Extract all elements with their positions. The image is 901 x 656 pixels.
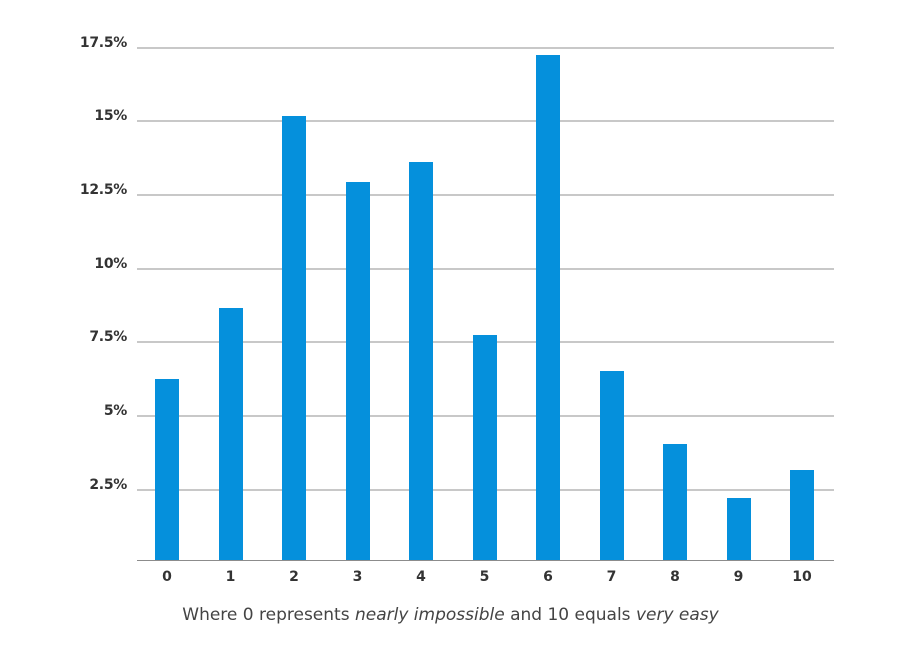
bar-0 [155,379,179,560]
y-tick-label: 7.5% [89,329,127,346]
x-tick-label: 3 [352,569,363,585]
x-tick-label: 7 [606,569,617,585]
bar-1 [218,308,243,560]
x-tick-label: 4 [416,569,426,585]
y-tick-label: 17.5% [79,34,127,51]
x-tick-label: 8 [670,569,680,585]
bar-9 [726,498,751,560]
x-tick-label: 5 [479,569,490,585]
bar-4 [409,162,433,560]
bar-2 [282,116,306,560]
y-tick-label: 2.5% [89,476,127,493]
y-tick-label: 10% [94,255,127,272]
caption-text-2: and 10 equals [504,605,636,625]
y-tick-label: 12.5% [79,182,127,199]
bar-10 [790,470,814,560]
gridline [137,120,834,122]
gridline [137,194,834,196]
gridline [137,268,834,270]
x-tick-label: 9 [733,569,744,585]
bar-3 [345,182,370,560]
x-axis-line [137,560,834,561]
bar-7 [599,371,624,560]
bar-8 [663,443,687,560]
gridline [137,47,834,49]
caption-text-1: Where 0 represents [182,605,355,625]
caption-italic-2: very easy [635,605,719,625]
y-tick-label: 5% [103,403,127,420]
bar-5 [472,335,497,560]
x-tick-label: 6 [543,569,553,585]
x-tick-label: 10 [792,569,812,585]
x-tick-label: 0 [162,569,172,585]
y-tick-label: 15% [94,108,127,125]
x-tick-label: 2 [289,569,299,585]
x-tick-label: 1 [225,569,236,585]
caption-italic-1: nearly impossible [354,605,505,625]
bar-6 [536,55,560,560]
x-axis-caption: Where 0 represents nearly impossible and… [0,605,901,625]
